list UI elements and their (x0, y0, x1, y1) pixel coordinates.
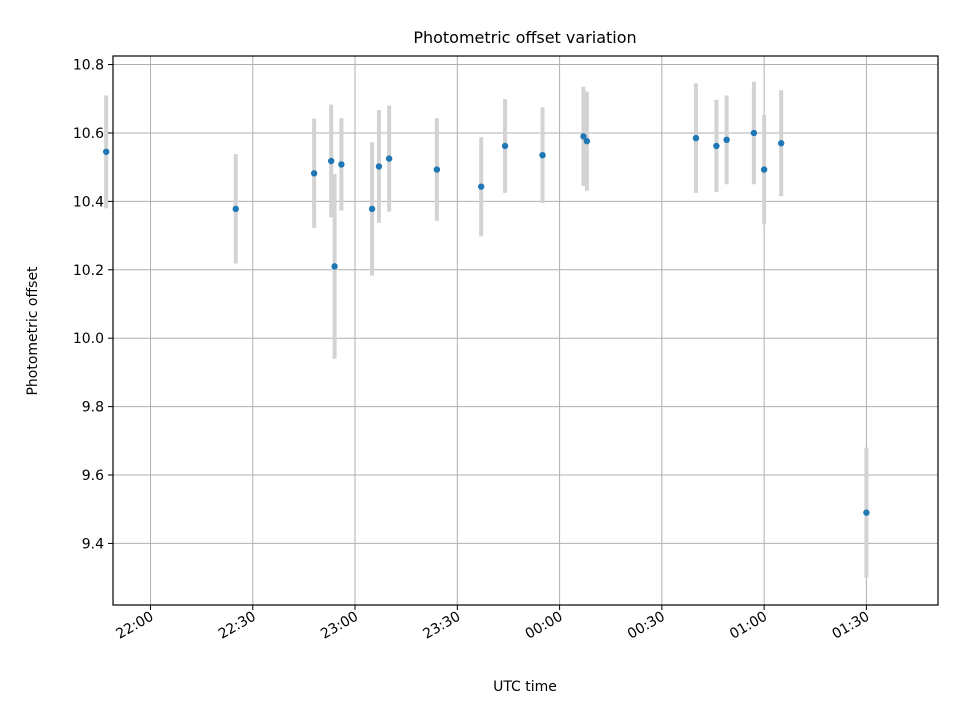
data-point (327, 157, 335, 165)
data-point (331, 263, 338, 270)
y-tick-label: 10.0 (73, 331, 104, 347)
y-tick-label: 10.2 (73, 263, 104, 279)
data-point (777, 140, 785, 147)
y-tick-label: 10.8 (73, 58, 104, 74)
y-tick-label: 9.8 (82, 400, 104, 416)
y-axis-ticks: 9.4 9.6 9.8 10.0 10.2 10.4 10.6 10.8 (73, 58, 113, 552)
y-tick-label: 9.4 (82, 536, 104, 552)
data-point (433, 166, 441, 173)
y-axis-label: Photometric offset (25, 266, 41, 396)
data-point (501, 142, 509, 150)
data-point (310, 170, 318, 177)
x-axis-label: UTC time (493, 679, 557, 695)
data-point (477, 183, 485, 190)
data-point (375, 163, 383, 170)
data-point (580, 133, 587, 140)
y-tick-label: 9.6 (82, 468, 104, 484)
data-point (692, 134, 700, 142)
chart-title: Photometric offset variation (413, 28, 636, 47)
data-point (385, 155, 393, 162)
data-point (713, 142, 720, 150)
grid (113, 56, 938, 605)
data-point (232, 205, 239, 213)
data-point (750, 129, 758, 137)
data-points (102, 129, 870, 516)
y-tick-label: 10.4 (73, 194, 104, 210)
data-point (583, 137, 591, 145)
data-point (539, 151, 546, 159)
data-point (338, 161, 345, 168)
data-point (723, 136, 730, 144)
y-tick-label: 10.6 (73, 126, 104, 142)
data-point (368, 205, 376, 213)
data-point (863, 509, 870, 516)
plot-frame (112, 55, 939, 606)
data-point (760, 166, 768, 173)
data-point (102, 148, 110, 155)
